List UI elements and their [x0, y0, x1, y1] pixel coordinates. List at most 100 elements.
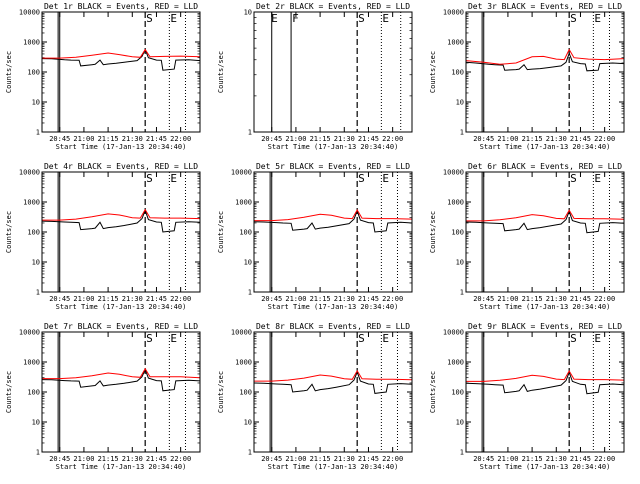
y-tick-label: 1 [460, 129, 464, 137]
x-tick-label: 20:45 [261, 295, 282, 303]
x-axis-label: Start Time (17-Jan-13 20:34:40) [268, 143, 399, 151]
y-tick-label: 10 [32, 419, 40, 427]
x-tick-label: 21:15 [310, 135, 331, 143]
x-tick-label: 22:00 [170, 135, 191, 143]
panel-det-8: Det 8r BLACK = Events, RED = LLD 1 10 100 10… [217, 322, 413, 471]
y-tick-label: 100 [27, 69, 40, 77]
flag-label: E [170, 172, 177, 185]
y-tick-label: 100 [27, 389, 40, 397]
x-tick-label: 21:30 [334, 135, 355, 143]
y-axis-label: Counts/sec [5, 51, 13, 93]
x-tick-label: 21:15 [98, 455, 119, 463]
series-events-line [465, 51, 625, 72]
panel-det-5: Det 5r BLACK = Events, RED = LLD 1 10 100 10… [217, 162, 413, 311]
plot-frame [41, 11, 201, 133]
y-tick-label: 10000 [231, 329, 252, 337]
x-tick-label: 22:00 [170, 295, 191, 303]
series-lld-line [42, 367, 201, 380]
series-lld-line [254, 209, 413, 222]
y-tick-label: 10 [244, 9, 252, 17]
flag-label: S [146, 172, 153, 185]
y-tick-label: 10000 [19, 329, 40, 337]
x-tick-label: 21:15 [522, 455, 543, 463]
panel-title: Det 1r BLACK = Events, RED = LLD [44, 2, 198, 11]
flag-label: E [382, 172, 389, 185]
x-axis-label: Start Time (17-Jan-13 20:34:40) [480, 303, 611, 311]
y-tick-label: 10000 [19, 9, 40, 17]
x-tick-label: 21:00 [285, 455, 306, 463]
x-tick-label: 21:00 [73, 295, 94, 303]
y-axis-label: Counts/sec [217, 371, 225, 413]
x-axis-label: Start Time (17-Jan-13 20:34:40) [480, 143, 611, 151]
y-tick-label: 10 [32, 99, 40, 107]
plot-frame [253, 171, 413, 293]
series-events-line [465, 370, 625, 395]
y-tick-label: 1 [460, 289, 464, 297]
x-tick-label: 21:00 [497, 295, 518, 303]
y-tick-label: 10000 [231, 169, 252, 177]
x-tick-label: 21:00 [497, 135, 518, 143]
series-lld-line [42, 48, 201, 59]
panel-title: Det 2r BLACK = Events, RED = LLD [256, 2, 410, 11]
y-tick-label: 1 [248, 449, 252, 457]
y-tick-label: 100 [451, 69, 464, 77]
y-tick-label: 10000 [443, 9, 464, 17]
y-axis-label: Counts/sec [429, 371, 437, 413]
y-tick-label: 1 [460, 449, 464, 457]
x-tick-label: 21:45 [358, 455, 379, 463]
y-axis-label: Counts/sec [429, 51, 437, 93]
y-tick-label: 100 [451, 229, 464, 237]
x-tick-label: 20:45 [473, 455, 494, 463]
x-tick-label: 21:45 [146, 295, 167, 303]
flag-label: E [594, 332, 601, 345]
y-tick-label: 1 [248, 289, 252, 297]
panel-det-6: Det 6r BLACK = Events, RED = LLD 1 10 100 10… [429, 162, 625, 311]
y-axis-label: Counts/sec [5, 371, 13, 413]
plot-frame [41, 171, 201, 293]
flag-label: S [358, 172, 365, 185]
x-tick-label: 20:45 [473, 295, 494, 303]
y-tick-label: 1000 [235, 359, 252, 367]
y-tick-label: 10000 [443, 169, 464, 177]
x-tick-label: 21:15 [522, 295, 543, 303]
series-lld-line [465, 48, 625, 65]
y-tick-label: 1 [36, 449, 40, 457]
y-tick-label: 1000 [23, 199, 40, 207]
y-tick-label: 100 [239, 229, 252, 237]
x-axis-label: Start Time (17-Jan-13 20:34:40) [480, 463, 611, 471]
series-events-line [253, 370, 413, 394]
plot-frame [465, 331, 625, 453]
series-events-line [253, 209, 413, 233]
y-tick-label: 1 [248, 129, 252, 137]
flag-label: F [292, 12, 299, 25]
x-tick-label: 21:15 [310, 455, 331, 463]
flag-label: S [570, 332, 577, 345]
flag-label: E [170, 12, 177, 25]
y-tick-label: 10 [244, 259, 252, 267]
flag-label: E [594, 172, 601, 185]
y-tick-label: 10 [456, 99, 464, 107]
flag-label: S [570, 12, 577, 25]
x-tick-label: 22:00 [594, 295, 615, 303]
panel-det-4: Det 4r BLACK = Events, RED = LLD 1 10 100 10… [5, 162, 201, 311]
y-tick-label: 1000 [23, 39, 40, 47]
y-tick-label: 10 [244, 419, 252, 427]
x-tick-label: 21:15 [310, 295, 331, 303]
y-tick-label: 1000 [23, 359, 40, 367]
y-tick-label: 10000 [443, 329, 464, 337]
series-lld-line [466, 209, 625, 222]
y-tick-label: 1 [36, 129, 40, 137]
panel-title: Det 3r BLACK = Events, RED = LLD [468, 2, 622, 11]
y-tick-label: 10 [456, 419, 464, 427]
x-tick-label: 21:30 [546, 135, 567, 143]
x-tick-label: 22:00 [594, 455, 615, 463]
panel-det-7: Det 7r BLACK = Events, RED = LLD 1 10 100 10… [5, 322, 201, 471]
flag-label: S [570, 172, 577, 185]
plot-frame [253, 11, 413, 133]
y-tick-label: 1000 [447, 199, 464, 207]
series-events-line [465, 210, 625, 234]
y-tick-label: 10 [32, 259, 40, 267]
x-tick-label: 21:30 [334, 455, 355, 463]
plot-frame [465, 11, 625, 133]
plot-frame [253, 331, 413, 453]
